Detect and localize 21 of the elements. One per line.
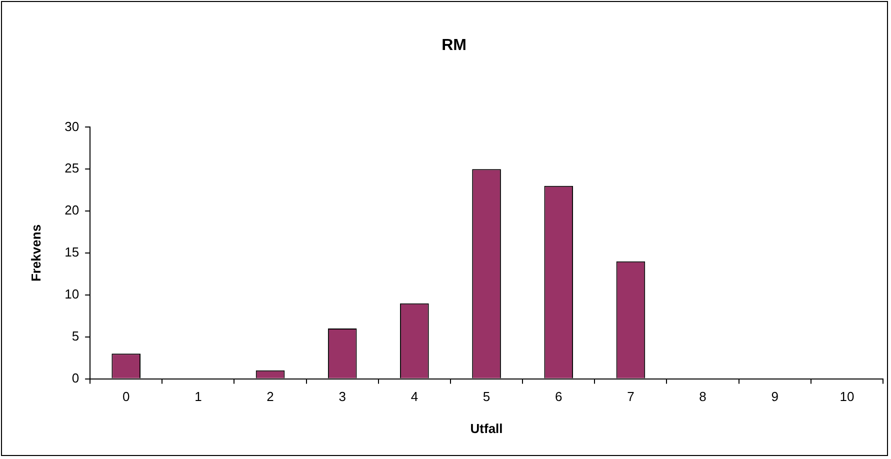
y-tick-label: 5: [72, 328, 80, 344]
x-tick-label: 1: [194, 389, 202, 404]
chart-title: RM: [442, 37, 466, 54]
y-tick-label: 20: [64, 202, 80, 218]
x-tick-label: 9: [771, 389, 778, 404]
y-tick-label: 10: [64, 286, 80, 302]
x-tick-label: 0: [122, 389, 130, 404]
x-tick-label: 6: [555, 389, 562, 404]
x-tick-label: 5: [482, 389, 490, 404]
x-tick-label: 3: [338, 389, 346, 404]
y-tick-label: 0: [72, 370, 80, 386]
x-tick-label: 2: [266, 389, 274, 404]
x-tick-label: 7: [627, 389, 634, 404]
y-tick-label: 15: [64, 244, 80, 260]
y-tick-label: 30: [64, 118, 80, 134]
x-tick-label: 10: [840, 389, 854, 404]
y-tick-label: 25: [64, 160, 80, 176]
x-axis-title: Utfall: [470, 420, 503, 436]
x-tick-label: 4: [410, 389, 418, 404]
x-tick-label: 8: [699, 389, 706, 404]
y-axis-title: Frekvens: [28, 224, 44, 282]
